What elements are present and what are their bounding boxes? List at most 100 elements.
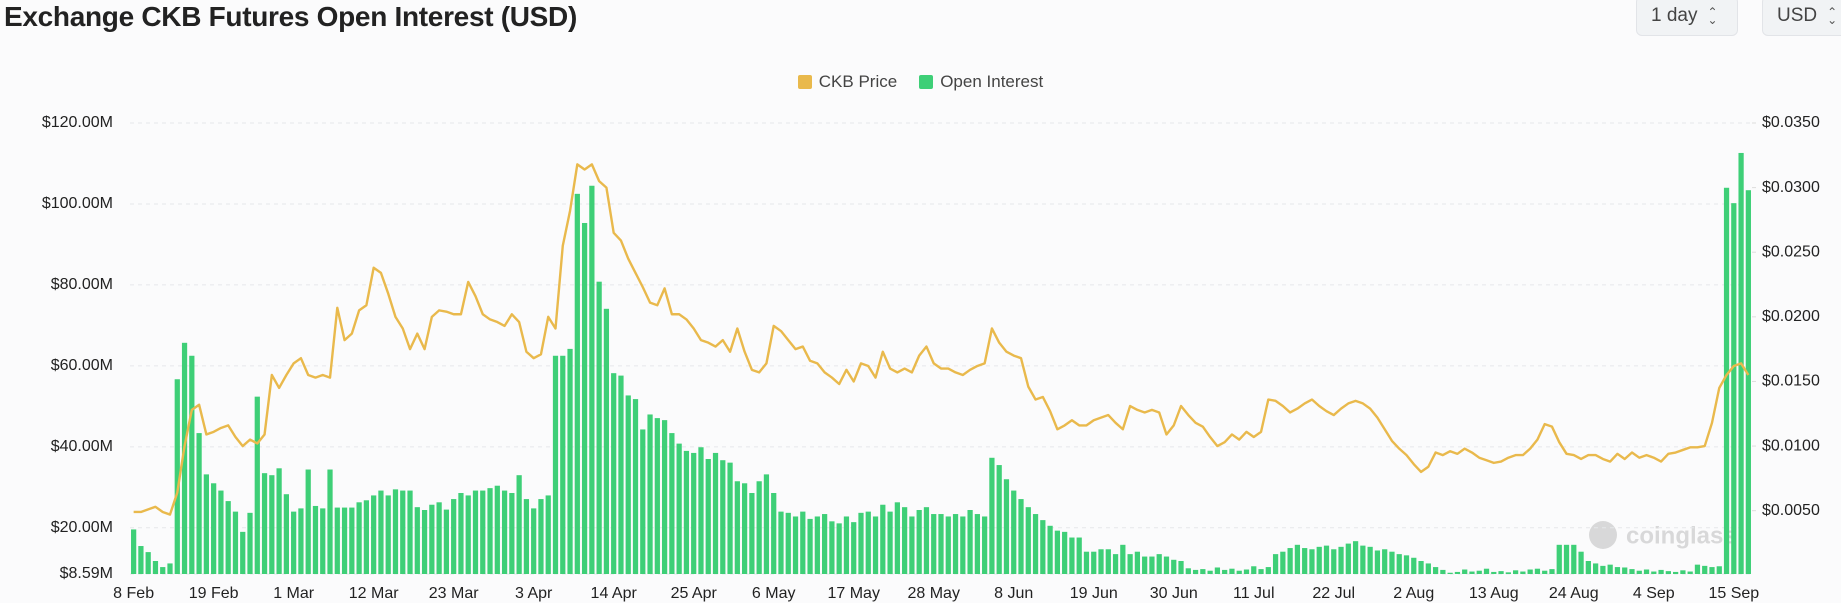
bar [1076, 537, 1082, 574]
bar [1396, 554, 1402, 574]
bar [661, 420, 668, 574]
bar [720, 460, 726, 574]
bar [465, 495, 471, 574]
bar [1723, 187, 1730, 574]
bar [1571, 544, 1577, 574]
bar [414, 507, 420, 574]
bar [203, 474, 209, 574]
bar [531, 508, 537, 574]
bar [1047, 525, 1053, 574]
x-tick-label: 8 Feb [113, 585, 154, 602]
bar [1032, 514, 1039, 574]
bar [269, 475, 275, 574]
x-tick-label: 2 Aug [1393, 585, 1434, 602]
bar [603, 308, 610, 574]
bar [1447, 572, 1453, 574]
bar [1192, 569, 1199, 574]
y-tick-label: $120.00M [42, 114, 113, 131]
bar [1432, 567, 1439, 574]
bar [211, 483, 217, 574]
x-tick-label: 19 Jun [1070, 585, 1118, 602]
bar [778, 511, 784, 574]
chart-title: Exchange CKB Futures Open Interest (USD) [4, 1, 577, 32]
chevron: ⌃ ⌄ [1707, 5, 1718, 27]
bar [654, 418, 660, 574]
y2-tick-label: $0.0250 [1762, 243, 1820, 260]
bar [683, 450, 690, 574]
bar [1338, 546, 1344, 574]
bar [305, 469, 311, 574]
y2-tick-label: $0.0050 [1762, 502, 1820, 519]
bar [1483, 568, 1490, 574]
bar [705, 458, 711, 574]
bar [494, 485, 500, 574]
bar [982, 516, 988, 574]
legend-item[interactable]: CKB Price [797, 72, 898, 92]
x-tick-label: 3 Apr [515, 585, 553, 602]
price-line [133, 163, 1750, 516]
bar [276, 468, 282, 574]
bar [1105, 549, 1111, 574]
bar [669, 433, 675, 574]
bar [1476, 570, 1482, 574]
bar [931, 514, 937, 574]
y2-tick-label: $0.0200 [1762, 308, 1820, 325]
bar [1185, 568, 1191, 574]
bar [843, 516, 850, 574]
bar [952, 514, 959, 574]
bar [1694, 564, 1701, 574]
legend-label: CKB Price [818, 72, 898, 91]
watermark: coinglass [1589, 521, 1737, 549]
bar [1251, 566, 1257, 574]
bar [407, 490, 413, 574]
bar [894, 502, 900, 574]
bar [1142, 556, 1148, 574]
bar [1534, 568, 1541, 574]
bar [1163, 556, 1170, 574]
legend-swatch [797, 75, 812, 89]
y2-tick-label: $0.0100 [1762, 437, 1820, 454]
bar [1658, 569, 1664, 574]
bar [1214, 567, 1221, 574]
bar [1200, 569, 1206, 574]
interval-label: 1 day [1651, 5, 1698, 26]
bar [1352, 541, 1359, 574]
bar [1469, 571, 1475, 574]
bar [1520, 571, 1526, 574]
bar [625, 395, 631, 574]
watermark-icon [1589, 521, 1617, 549]
bar [1091, 551, 1097, 574]
bar [923, 507, 930, 574]
bar [283, 494, 289, 574]
bar [872, 516, 879, 574]
bar [196, 433, 202, 574]
bar [538, 499, 544, 574]
x-tick-label: 24 Aug [1549, 585, 1599, 602]
y-tick-label: $100.00M [42, 195, 113, 212]
bar [421, 509, 428, 574]
bar [1454, 571, 1461, 574]
interval-select[interactable]: 1 day ⌃ ⌄ [1636, 0, 1738, 36]
bar [589, 185, 595, 574]
bar [1585, 561, 1591, 574]
y2-tick-label: $0.0350 [1762, 114, 1820, 131]
legend-item[interactable]: Open Interest [919, 72, 1043, 92]
bar [880, 504, 886, 574]
bar [1491, 571, 1497, 574]
y-tick-label: $40.00M [51, 438, 113, 455]
bar [1651, 571, 1657, 574]
bar [189, 355, 195, 574]
bar [1011, 490, 1017, 574]
bar [1258, 569, 1264, 574]
currency-select[interactable]: USD ⌃ ⌄ [1762, 0, 1841, 36]
bar [836, 523, 842, 574]
bar [1403, 555, 1410, 574]
bar [1527, 569, 1533, 574]
bar [1171, 559, 1177, 574]
bar [807, 518, 813, 574]
bar [320, 508, 326, 574]
bar [822, 514, 828, 574]
bar [974, 514, 980, 574]
bar [1702, 565, 1708, 574]
bar [909, 516, 915, 574]
